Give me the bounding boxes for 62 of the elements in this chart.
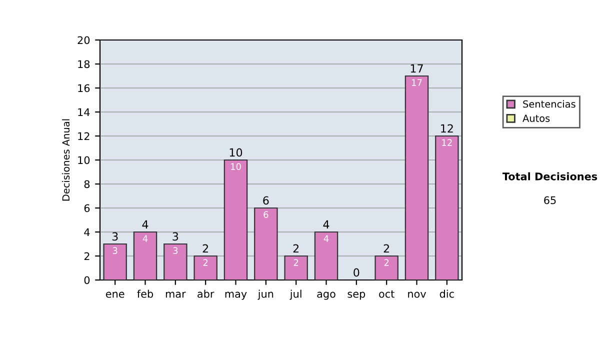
total-label: 2	[384, 244, 390, 252]
x-tick-label: ene	[106, 292, 124, 298]
total-label: 3	[172, 232, 178, 241]
bar	[374, 255, 398, 280]
bar	[435, 135, 459, 280]
total-label: 4	[142, 220, 148, 228]
total-label: 4	[323, 220, 330, 228]
y-tick-label: 8	[84, 180, 90, 188]
bar	[194, 255, 218, 280]
x-tick-label: abr	[198, 290, 214, 298]
bar	[164, 243, 188, 280]
y-tick-label: 4	[84, 228, 90, 236]
bar	[254, 207, 278, 280]
y-tick-label: 20	[78, 36, 90, 44]
y-tick-label: 6	[84, 204, 90, 212]
total-label: 3	[112, 232, 118, 241]
total-label: 2	[202, 244, 208, 252]
bar	[224, 159, 248, 280]
x-tick-label: may	[225, 292, 247, 300]
y-axis-title: Decisiones Anual	[62, 119, 70, 201]
data-label: 4	[142, 235, 148, 242]
x-tick-label: nov	[408, 292, 426, 298]
x-tick-label: feb	[137, 290, 154, 298]
total-label: 6	[263, 196, 269, 205]
bar	[133, 231, 158, 280]
legend-label: Sentencias	[523, 100, 576, 108]
bar	[314, 231, 338, 280]
x-tick-label: mar	[166, 292, 186, 298]
x-tick-label: jul	[290, 290, 302, 300]
x-tick-label: dic	[440, 290, 454, 298]
y-tick-label: 12	[78, 132, 90, 140]
x-tick-label: jun	[258, 290, 274, 300]
data-label: 3	[112, 247, 118, 254]
y-tick-label: 18	[78, 60, 90, 68]
total-label: 0	[354, 268, 360, 277]
total-label: 10	[230, 148, 242, 157]
bar	[404, 75, 429, 280]
x-tick-label: sep	[348, 292, 366, 300]
data-label: 2	[203, 259, 208, 266]
y-tick-label: 2	[84, 252, 90, 260]
data-label: 10	[231, 163, 241, 170]
total-label: 12	[441, 124, 453, 132]
text: 65	[544, 196, 556, 204]
data-label: 4	[324, 235, 329, 242]
data-label: 2	[294, 259, 298, 266]
y-tick-label: 10	[78, 156, 90, 164]
data-label: 12	[442, 139, 452, 146]
total-label: 17	[410, 64, 423, 72]
y-tick-label: 0	[84, 276, 90, 284]
y-tick-label: 14	[78, 108, 90, 116]
x-tick-label: ago	[317, 292, 336, 300]
data-label: 3	[173, 247, 178, 254]
y-tick-label: 16	[78, 84, 90, 92]
legend-label: Autos	[522, 114, 550, 122]
total-label: 2	[293, 244, 299, 252]
text: Total Decisiones	[502, 172, 598, 180]
x-tick-label: oct	[379, 290, 394, 298]
data-label: 2	[384, 259, 389, 266]
data-label: 6	[264, 211, 268, 218]
bar	[284, 255, 308, 280]
data-label: 17	[412, 79, 422, 86]
bar	[103, 243, 127, 280]
